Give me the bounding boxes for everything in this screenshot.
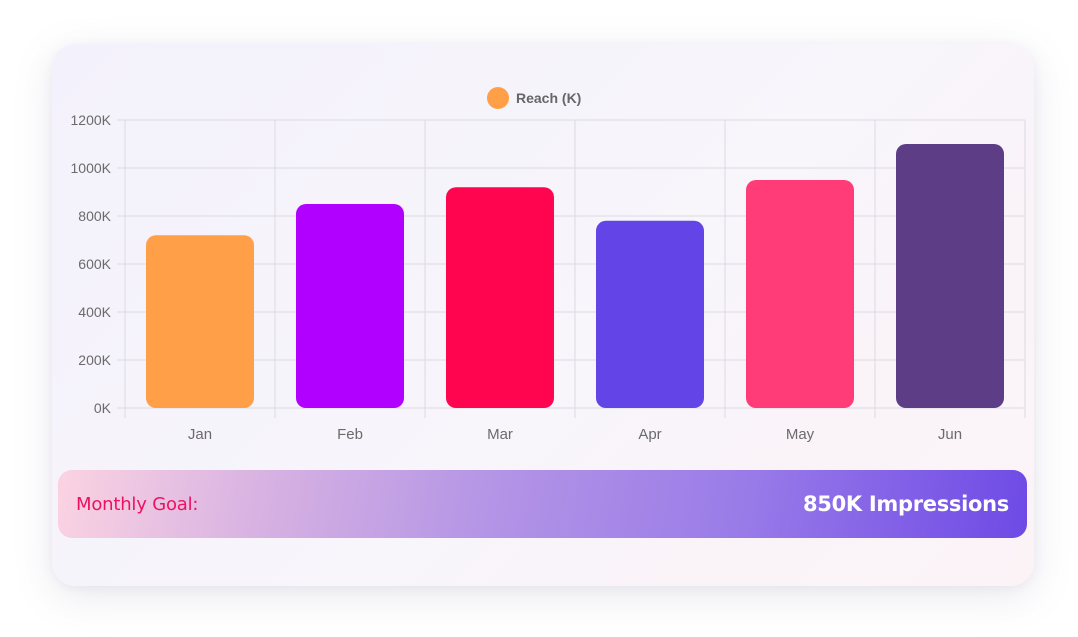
- bar-chart: 0K 200K 400K 600K 800K 1000K 1200K Jan Feb Mar Apr…: [71, 87, 1026, 443]
- bar-jan[interactable]: [146, 235, 254, 408]
- bar-may[interactable]: [746, 180, 854, 408]
- x-tick-label: Apr: [638, 426, 661, 443]
- y-tick-label: 0K: [94, 400, 112, 416]
- bar-feb[interactable]: [296, 204, 404, 408]
- y-tick-label: 200K: [78, 352, 111, 368]
- y-tick-label: 600K: [78, 256, 111, 272]
- bar-mar[interactable]: [446, 187, 554, 408]
- bar-jun[interactable]: [896, 144, 1004, 408]
- y-tick-label: 1200K: [71, 112, 112, 128]
- legend-label[interactable]: Reach (K): [516, 90, 581, 106]
- monthly-goal-banner: Monthly Goal: 850K Impressions: [58, 470, 1027, 538]
- y-tick-label: 800K: [78, 208, 111, 224]
- x-tick-label: Mar: [487, 426, 513, 443]
- bar-apr[interactable]: [596, 220, 704, 408]
- x-tick-label: Feb: [337, 426, 363, 443]
- y-tick-label: 400K: [78, 304, 111, 320]
- chart-area: 0K 200K 400K 600K 800K 1000K 1200K Jan Feb Mar Apr…: [71, 87, 1026, 443]
- legend-swatch[interactable]: [487, 87, 509, 109]
- x-tick-label: May: [786, 426, 815, 443]
- monthly-goal-label: Monthly Goal:: [76, 493, 199, 515]
- x-tick-label: Jun: [938, 426, 962, 443]
- x-tick-label: Jan: [188, 426, 212, 443]
- y-tick-label: 1000K: [71, 160, 112, 176]
- monthly-goal-value: 850K Impressions: [802, 492, 1009, 516]
